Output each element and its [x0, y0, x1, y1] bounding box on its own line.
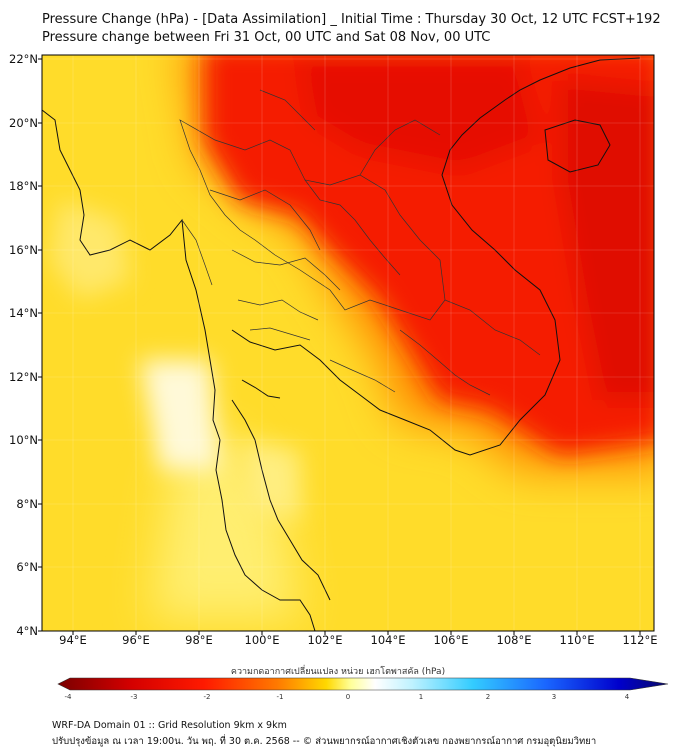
lon-tick-label: 98°E: [185, 633, 213, 647]
lat-tick-label: 6°N: [16, 560, 38, 574]
lon-tick-label: 108°E: [496, 633, 532, 647]
lat-tick-label: 20°N: [9, 116, 38, 130]
lon-tick-label: 104°E: [370, 633, 406, 647]
lon-tick-label: 110°E: [559, 633, 595, 647]
lat-tick-label: 16°N: [9, 243, 38, 257]
lon-tick-label: 100°E: [244, 633, 280, 647]
axis-ticks: [38, 58, 641, 635]
colorbar-label: 0: [345, 693, 351, 701]
map-subtitle: Pressure change between Fri 31 Oct, 00 U…: [42, 30, 491, 45]
lat-tick-label: 18°N: [9, 179, 38, 193]
colorbar-label: 4: [624, 693, 630, 701]
colorbar-label: -3: [130, 693, 138, 701]
colorbar-label: 3: [551, 693, 557, 701]
coastlines: [42, 57, 641, 631]
lat-tick-label: 4°N: [16, 624, 38, 638]
lat-tick-label: 12°N: [9, 370, 38, 384]
map-frame: [41, 54, 655, 632]
colorbar-label: -4: [64, 693, 72, 701]
colorbar-gradient: [57, 677, 669, 691]
lat-tick-label: 22°N: [9, 52, 38, 66]
pressure-change-map: [38, 54, 655, 635]
lon-tick-label: 112°E: [622, 633, 658, 647]
lon-tick-label: 96°E: [122, 633, 150, 647]
colorbar-label: 2: [485, 693, 491, 701]
footer-credit: ปรับปรุงข้อมูล ณ เวลา 19:00น. วัน พฤ. ที…: [52, 736, 597, 747]
lon-tick-label: 94°E: [59, 633, 87, 647]
lon-tick-label: 106°E: [433, 633, 469, 647]
colorbar-label: -1: [276, 693, 284, 701]
colorbar-label: 1: [418, 693, 424, 701]
admin-borders: [179, 89, 541, 396]
lat-tick-label: 8°N: [16, 497, 38, 511]
colorbar-title: ความกดอากาศเปลี่ยนแปลง หน่วย เฮกโตพาสคัล…: [230, 667, 446, 677]
colorbar-label: -2: [203, 693, 211, 701]
lon-tick-label: 102°E: [307, 633, 343, 647]
lat-tick-label: 14°N: [9, 306, 38, 320]
map-grid: [42, 55, 654, 631]
footer-model-info: WRF-DA Domain 01 :: Grid Resolution 9km …: [52, 720, 287, 731]
map-field: [42, 55, 654, 631]
colorbar: [57, 677, 669, 691]
lat-tick-label: 10°N: [9, 433, 38, 447]
map-title: Pressure Change (hPa) - [Data Assimilati…: [42, 12, 661, 27]
